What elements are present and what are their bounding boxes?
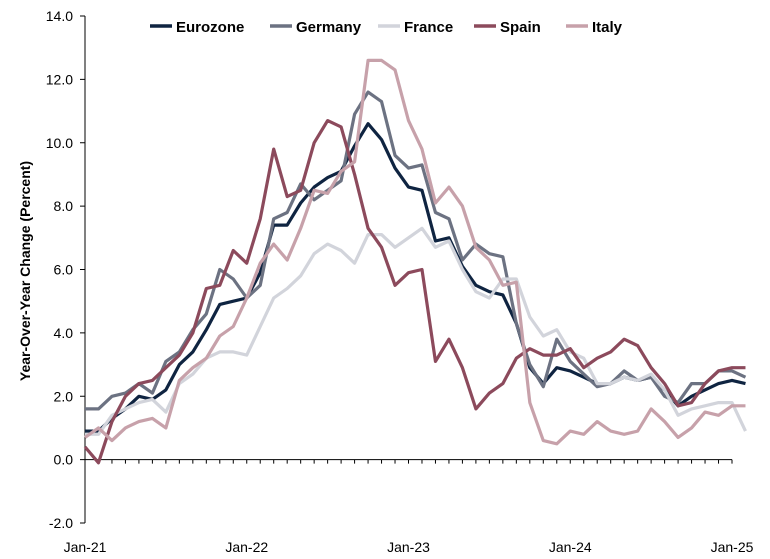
y-axis-label: Year-Over-Year Change (Percent) [17,161,33,381]
y-tick-label: 10.0 [46,135,73,151]
series-line-eurozone [85,122,746,433]
y-tick-label: 2.0 [54,388,74,404]
y-tick-label: 0.0 [54,452,74,468]
legend-item-france: France [378,19,453,36]
series-line-france [85,226,747,436]
y-axis-label-group: Year-Over-Year Change (Percent) [17,161,33,381]
y-tick-label: 6.0 [54,262,74,278]
y-tick-label: 12.0 [46,71,73,87]
legend-item-spain: Spain [474,19,541,36]
x-tick-label: Jan-25 [711,539,754,555]
legend-label: Spain [500,19,541,36]
x-tick-label: Jan-24 [549,539,592,555]
x-tick-label: Jan-23 [387,539,430,555]
series-line-spain [83,118,746,465]
x-tick-label: Jan-21 [64,539,107,555]
legend-item-germany: Germany [270,19,362,36]
legend-label: France [404,19,453,36]
y-tick-label: 4.0 [54,325,74,341]
axes: -2.0 0.0 2.0 4.0 6.0 8.0 10.0 12.0 14.0 Jan-21 Jan… [46,8,754,555]
y-tick-label: 8.0 [54,198,74,214]
legend: Eurozone Germany France Spain Italy [150,19,623,36]
y-tick-label: -2.0 [49,515,73,531]
legend-label: Eurozone [176,19,244,36]
legend-label: Italy [592,19,623,36]
legend-item-eurozone: Eurozone [150,19,244,36]
legend-label: Germany [296,19,362,36]
x-tick-label: Jan-22 [225,539,268,555]
legend-item-italy: Italy [566,19,623,36]
series-line-italy [84,58,746,446]
series-lines [83,58,747,465]
y-tick-label: 14.0 [46,8,73,24]
